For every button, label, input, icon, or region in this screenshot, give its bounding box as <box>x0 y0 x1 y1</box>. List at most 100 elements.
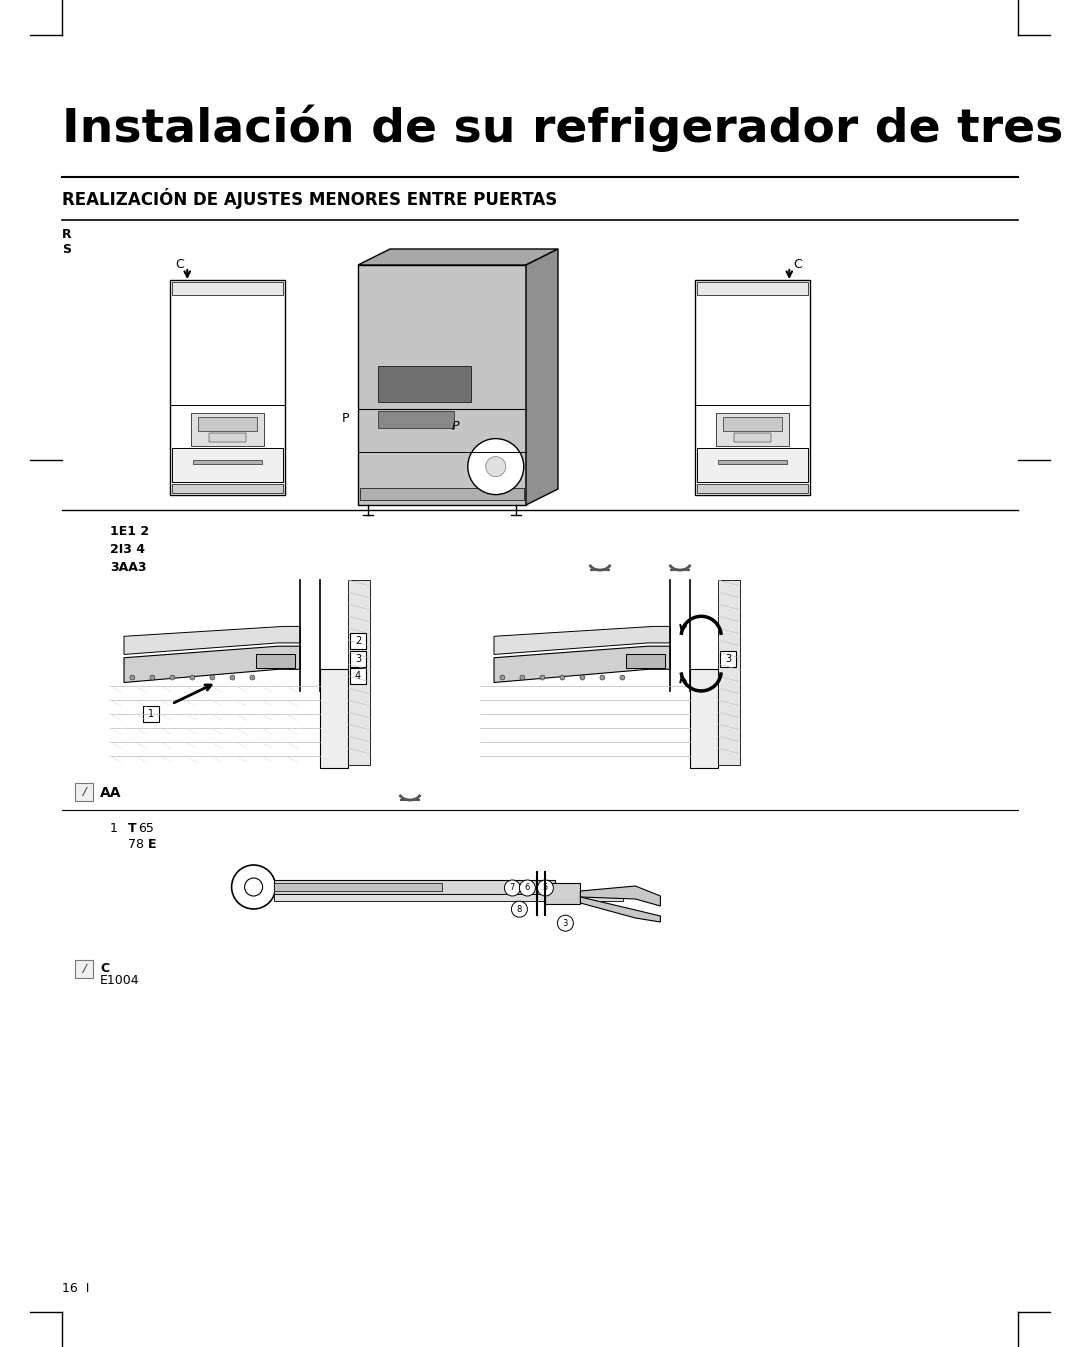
FancyBboxPatch shape <box>143 706 159 722</box>
Circle shape <box>519 675 525 680</box>
Text: 3: 3 <box>563 919 568 928</box>
Bar <box>75 960 93 978</box>
Text: P: P <box>342 412 350 426</box>
Text: R: R <box>62 228 71 241</box>
Bar <box>172 447 283 482</box>
Text: 1E1 2: 1E1 2 <box>110 525 149 537</box>
Circle shape <box>230 675 235 680</box>
Circle shape <box>130 675 135 680</box>
FancyBboxPatch shape <box>350 668 366 684</box>
Circle shape <box>557 915 573 931</box>
Text: 2I3 4: 2I3 4 <box>110 543 145 556</box>
Bar <box>718 581 741 765</box>
Bar <box>545 882 580 904</box>
Text: E: E <box>148 838 157 851</box>
Bar <box>696 280 810 494</box>
Circle shape <box>580 675 585 680</box>
Text: REALIZACIÓN DE AJUSTES MENORES ENTRE PUERTAS: REALIZACIÓN DE AJUSTES MENORES ENTRE PUE… <box>62 189 557 209</box>
Circle shape <box>559 675 565 680</box>
Bar <box>320 669 348 768</box>
Text: T: T <box>129 822 137 835</box>
Polygon shape <box>580 886 660 907</box>
Circle shape <box>486 457 505 477</box>
Circle shape <box>504 880 521 896</box>
Text: S: S <box>62 242 71 256</box>
Circle shape <box>249 675 255 680</box>
Circle shape <box>468 439 524 494</box>
Bar <box>273 880 555 894</box>
Bar <box>172 485 283 493</box>
Text: 7: 7 <box>510 884 515 893</box>
Polygon shape <box>580 897 660 921</box>
Bar <box>724 416 782 431</box>
Bar <box>273 894 623 901</box>
Bar <box>378 411 454 428</box>
Text: C: C <box>176 259 185 271</box>
Circle shape <box>500 675 504 680</box>
Bar <box>198 416 257 431</box>
Text: /: / <box>82 964 86 974</box>
Circle shape <box>620 675 625 680</box>
Bar <box>690 669 718 768</box>
Polygon shape <box>494 647 671 683</box>
Bar <box>191 414 265 446</box>
Bar <box>210 432 246 442</box>
Text: /: / <box>82 787 86 797</box>
Text: 3AA3: 3AA3 <box>110 560 147 574</box>
Text: 65: 65 <box>138 822 153 835</box>
Bar <box>170 280 285 494</box>
Circle shape <box>244 878 262 896</box>
Polygon shape <box>124 647 300 683</box>
Bar <box>256 655 295 668</box>
Bar <box>697 447 808 482</box>
Circle shape <box>170 675 175 680</box>
Text: 3: 3 <box>355 655 361 664</box>
Bar <box>273 882 442 892</box>
Circle shape <box>540 675 545 680</box>
Polygon shape <box>526 249 558 505</box>
Bar <box>348 581 370 765</box>
Text: 6: 6 <box>525 884 530 893</box>
Bar <box>75 783 93 801</box>
Text: 1: 1 <box>148 709 153 719</box>
Text: P: P <box>453 420 459 432</box>
Text: 1: 1 <box>110 822 118 835</box>
Polygon shape <box>494 626 671 655</box>
Bar <box>716 414 789 446</box>
FancyBboxPatch shape <box>350 652 366 668</box>
Bar <box>718 459 787 463</box>
Circle shape <box>150 675 154 680</box>
Text: 8: 8 <box>516 905 522 913</box>
Circle shape <box>231 865 275 909</box>
Circle shape <box>519 880 536 896</box>
Text: 3: 3 <box>725 655 731 664</box>
Polygon shape <box>378 366 471 401</box>
Polygon shape <box>357 249 558 265</box>
Circle shape <box>512 901 527 917</box>
Text: 16  I: 16 I <box>62 1282 90 1294</box>
Bar <box>734 432 771 442</box>
Polygon shape <box>357 265 526 505</box>
Bar <box>193 459 262 463</box>
Text: Instalación de su refrigerador de tres puertas: Instalación de su refrigerador de tres p… <box>62 105 1080 152</box>
Bar <box>172 282 283 295</box>
Text: E1004: E1004 <box>100 974 139 987</box>
Text: 2: 2 <box>355 636 361 647</box>
Circle shape <box>599 675 605 680</box>
FancyBboxPatch shape <box>350 633 366 649</box>
Bar <box>697 282 808 295</box>
Bar <box>360 488 524 500</box>
Bar <box>625 655 665 668</box>
Text: 78: 78 <box>129 838 144 851</box>
Circle shape <box>538 880 553 896</box>
FancyBboxPatch shape <box>720 652 735 668</box>
Text: C: C <box>100 962 109 975</box>
Text: C: C <box>793 259 801 271</box>
Text: 4: 4 <box>355 671 361 682</box>
Circle shape <box>190 675 194 680</box>
Bar <box>697 485 808 493</box>
Text: AA: AA <box>100 787 121 800</box>
Circle shape <box>210 675 215 680</box>
Polygon shape <box>124 626 300 655</box>
Text: 5: 5 <box>543 884 548 893</box>
